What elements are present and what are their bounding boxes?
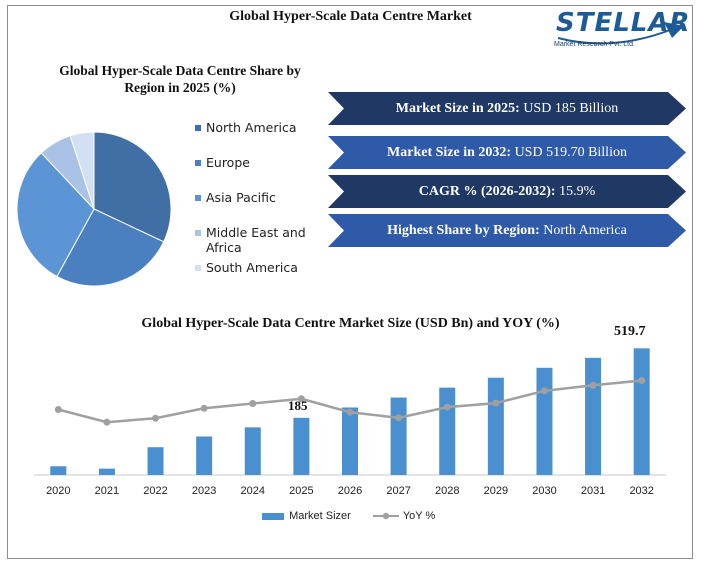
yoy-point-2020 — [54, 405, 62, 413]
banner-value: USD 519.70 Billion — [514, 145, 627, 160]
pie-slice-asia-pacific — [16, 152, 95, 278]
banner-value: USD 185 Billion — [523, 101, 619, 116]
main-title: Global Hyper-Scale Data Centre Market — [229, 9, 472, 24]
pie-chart-title: Global Hyper-Scale Data Centre Share by … — [59, 63, 301, 95]
legend-label: Market Sizer — [289, 510, 351, 522]
bar-2027 — [390, 397, 407, 475]
banner-shape — [328, 92, 686, 125]
x-tick-label: 2024 — [241, 485, 265, 497]
legend-item-south-america: South America — [195, 260, 298, 275]
logo-word: STELLAR — [556, 8, 691, 38]
legend-swatch — [195, 160, 201, 166]
legend-label: Asia Pacific — [206, 190, 276, 205]
yoy-point-2024 — [249, 400, 257, 408]
legend-label: Europe — [206, 155, 250, 170]
x-tick-label: 2028 — [435, 485, 459, 497]
x-tick-label: 2030 — [532, 485, 556, 497]
banner-market-2025: Market Size in 2025: USD 185 Billion — [328, 92, 686, 125]
x-tick-label: 2025 — [289, 485, 313, 497]
legend-label: North America — [206, 120, 297, 135]
pie-slice-south-america — [69, 131, 95, 210]
banner-cagr: CAGR % (2026-2032): 15.9% — [328, 175, 686, 208]
bar-2020 — [50, 466, 67, 475]
banner-value: 15.9% — [559, 184, 596, 199]
bar-swatch-icon — [262, 513, 284, 521]
bar-2022 — [147, 447, 164, 475]
legend-label: Middle East and Africa — [206, 225, 306, 255]
bar-2025 — [293, 417, 310, 475]
yoy-point-2031 — [589, 381, 597, 389]
bar-2026 — [342, 407, 358, 475]
x-tick-label: 2026 — [338, 485, 362, 497]
data-label-2025: 185 — [288, 398, 308, 413]
bar-chart-title: Global Hyper-Scale Data Centre Market Si… — [141, 316, 560, 331]
legend-swatch — [195, 230, 201, 236]
x-tick-label: 2032 — [629, 485, 653, 497]
banner-market-2032: Market Size in 2032: USD 519.70 Billion — [328, 136, 686, 169]
bar-2032 — [633, 348, 650, 475]
banner-label: Market Size in 2025: — [395, 101, 520, 116]
yoy-point-2023 — [200, 404, 208, 412]
line-swatch-icon — [373, 512, 399, 520]
bar-2024 — [244, 427, 261, 475]
x-tick-label: 2031 — [581, 485, 605, 497]
x-tick-label: 2020 — [46, 485, 70, 497]
legend-item-asia-pacific: Asia Pacific — [195, 190, 276, 205]
yoy-point-2022 — [152, 414, 160, 422]
legend-item-europe: Europe — [195, 155, 250, 170]
legend-item-market-size: Market Sizer — [260, 510, 351, 522]
legend-swatch — [195, 125, 201, 131]
yoy-point-2029 — [492, 399, 500, 407]
yoy-point-2028 — [443, 403, 451, 411]
bar-2031 — [585, 357, 602, 475]
logo-subtitle: Market Research Pvt. Ltd. — [554, 41, 635, 48]
x-tick-label: 2029 — [484, 485, 508, 497]
yoy-point-2025 — [297, 395, 305, 403]
yoy-point-2021 — [103, 418, 111, 426]
banner-label: Highest Share by Region: — [387, 223, 540, 238]
data-label-2032: 519.7 — [614, 324, 646, 339]
x-tick-label: 2023 — [192, 485, 216, 497]
x-tick-label: 2022 — [143, 485, 167, 497]
bar-2028 — [439, 387, 456, 475]
banner-value: North America — [543, 223, 627, 238]
outer-frame — [7, 5, 693, 559]
banner-shape — [328, 214, 686, 247]
legend-label: YoY % — [402, 510, 436, 522]
bar-2023 — [196, 436, 213, 475]
banner-shape — [328, 175, 686, 208]
x-tick-label: 2027 — [386, 485, 410, 497]
bar-2029 — [487, 377, 504, 475]
legend-swatch — [195, 195, 201, 201]
bar-2021 — [98, 468, 115, 475]
legend-item-yoy: YoY % — [372, 510, 435, 522]
banner-highest-share: Highest Share by Region: North America — [328, 214, 686, 247]
yoy-point-2030 — [540, 387, 548, 395]
banner-label: Market Size in 2032: — [387, 145, 512, 160]
yoy-point-2027 — [395, 414, 403, 422]
legend-label: South America — [206, 260, 298, 275]
bar-2030 — [536, 367, 553, 475]
banner-label: CAGR % (2026-2032): — [418, 184, 556, 199]
yoy-point-2032 — [638, 377, 646, 384]
pie-slice-north-america — [93, 131, 172, 243]
yoy-point-2026 — [346, 408, 354, 416]
x-tick-label: 2021 — [95, 485, 119, 497]
logo: STELLAR Market Research Pvt. Ltd. — [552, 8, 692, 56]
legend-swatch — [195, 265, 201, 271]
legend-item-middle-east-and-africa: Middle East and Africa — [195, 225, 316, 255]
banner-shape — [328, 136, 686, 169]
legend-item-north-america: North America — [195, 120, 297, 135]
logo-swoosh-icon — [557, 22, 684, 45]
